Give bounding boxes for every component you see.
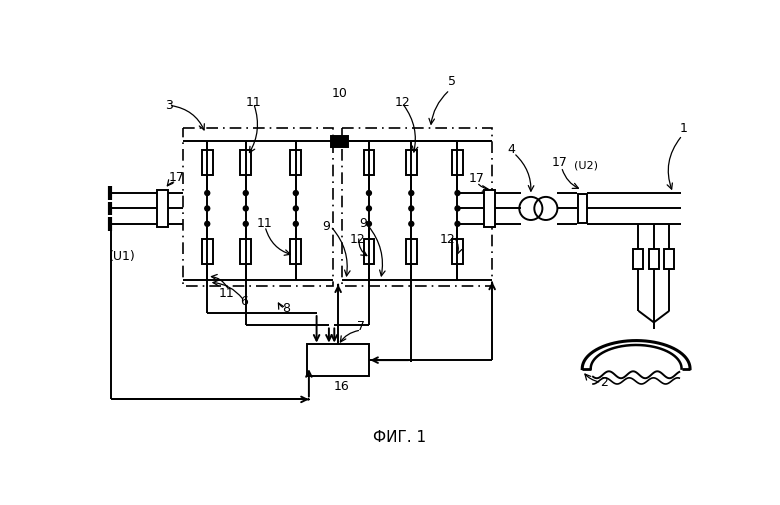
Bar <box>202 239 213 264</box>
Bar <box>240 150 251 175</box>
Circle shape <box>243 190 248 195</box>
Text: (U1): (U1) <box>109 250 136 264</box>
Circle shape <box>293 221 298 226</box>
Text: 12: 12 <box>439 233 456 246</box>
Text: 2: 2 <box>600 376 608 389</box>
Text: 9: 9 <box>323 220 331 233</box>
Bar <box>452 150 463 175</box>
Bar <box>649 249 659 269</box>
Circle shape <box>409 206 413 211</box>
Bar <box>158 190 168 227</box>
Circle shape <box>243 206 248 211</box>
Circle shape <box>409 221 413 226</box>
Circle shape <box>205 206 210 211</box>
Text: 12: 12 <box>394 96 410 110</box>
Circle shape <box>409 190 413 195</box>
Bar <box>202 150 213 175</box>
Bar <box>406 239 417 264</box>
Bar <box>332 136 348 147</box>
Text: 16: 16 <box>334 380 350 393</box>
Bar <box>484 190 495 227</box>
Text: 11: 11 <box>218 287 234 299</box>
Bar <box>290 150 301 175</box>
Text: 8: 8 <box>282 302 291 315</box>
Text: 3: 3 <box>165 99 172 112</box>
Bar <box>183 128 333 286</box>
Text: 17: 17 <box>168 171 184 184</box>
Bar <box>578 194 587 223</box>
Bar <box>240 239 251 264</box>
Text: (U2): (U2) <box>574 160 597 170</box>
Bar <box>342 128 492 286</box>
Bar <box>307 344 369 376</box>
Text: 6: 6 <box>240 295 248 308</box>
Circle shape <box>293 206 298 211</box>
Bar <box>363 239 374 264</box>
Circle shape <box>367 221 371 226</box>
Circle shape <box>243 221 248 226</box>
Circle shape <box>367 190 371 195</box>
Text: 5: 5 <box>448 75 456 88</box>
Circle shape <box>205 221 210 226</box>
Text: 4: 4 <box>508 142 516 156</box>
Circle shape <box>293 190 298 195</box>
Text: 10: 10 <box>332 87 348 100</box>
Text: 11: 11 <box>246 96 261 110</box>
Text: 12: 12 <box>349 233 365 246</box>
Text: 9: 9 <box>359 217 367 230</box>
Circle shape <box>455 190 460 195</box>
Text: 17: 17 <box>469 172 484 185</box>
Bar <box>665 249 674 269</box>
Bar <box>363 150 374 175</box>
Bar <box>406 150 417 175</box>
Bar <box>633 249 643 269</box>
Bar <box>290 239 301 264</box>
Circle shape <box>455 221 460 226</box>
Text: 11: 11 <box>257 217 273 230</box>
Circle shape <box>367 206 371 211</box>
Text: ФИГ. 1: ФИГ. 1 <box>373 430 427 445</box>
Circle shape <box>205 190 210 195</box>
Bar <box>452 239 463 264</box>
Text: 1: 1 <box>679 122 687 135</box>
Text: 7: 7 <box>357 320 365 333</box>
Circle shape <box>455 206 460 211</box>
Text: 17: 17 <box>552 156 568 169</box>
